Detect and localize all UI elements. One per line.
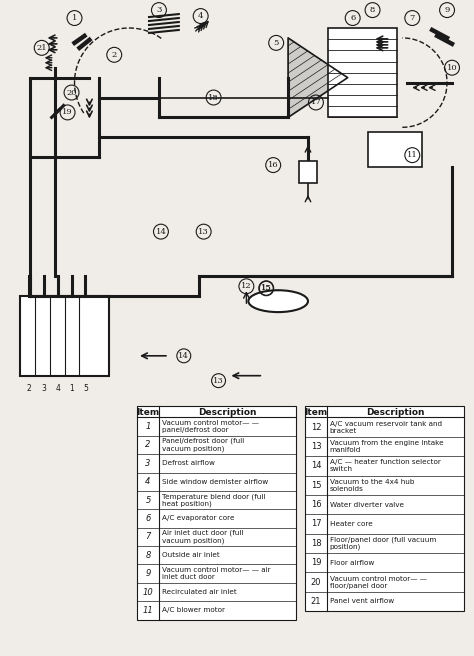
Text: 4: 4 — [146, 477, 151, 486]
Text: 10: 10 — [447, 64, 457, 72]
Text: 13: 13 — [213, 377, 224, 384]
Text: 21: 21 — [310, 597, 321, 606]
Bar — [328, 28, 397, 117]
Text: Vacuum from the engine intake
manifold: Vacuum from the engine intake manifold — [330, 440, 444, 453]
Text: 18: 18 — [310, 539, 321, 548]
Text: 6: 6 — [146, 514, 151, 523]
Text: 7: 7 — [146, 533, 151, 541]
Text: A/C blower motor: A/C blower motor — [162, 607, 225, 613]
Text: A/C vacuum reservoir tank and
bracket: A/C vacuum reservoir tank and bracket — [330, 420, 442, 434]
Text: A/C — heater function selector
switch: A/C — heater function selector switch — [330, 459, 441, 472]
Text: A/C evaporator core: A/C evaporator core — [162, 516, 235, 522]
Text: Vacuum to the 4x4 hub
solenoids: Vacuum to the 4x4 hub solenoids — [330, 479, 414, 492]
Text: Floor airflow: Floor airflow — [330, 560, 374, 565]
Text: 16: 16 — [310, 500, 321, 509]
Text: 13: 13 — [198, 228, 209, 236]
Text: 12: 12 — [241, 282, 252, 290]
Text: 13: 13 — [310, 442, 321, 451]
Text: 5: 5 — [146, 496, 151, 504]
Bar — [137, 406, 296, 619]
Text: Description: Description — [366, 408, 425, 417]
Text: 17: 17 — [310, 520, 321, 529]
Text: 14: 14 — [310, 461, 321, 470]
Text: 20: 20 — [66, 89, 77, 96]
Text: Panel vent airflow: Panel vent airflow — [330, 598, 394, 604]
Text: 11: 11 — [407, 151, 418, 159]
Text: 15: 15 — [261, 284, 272, 293]
Text: Panel/defrost door (full
vacuum position): Panel/defrost door (full vacuum position… — [162, 438, 244, 452]
Text: Vacuum control motor— — air
inlet duct door: Vacuum control motor— — air inlet duct d… — [162, 567, 271, 580]
Text: Description: Description — [198, 408, 257, 417]
Text: Air inlet duct door (full
vacuum position): Air inlet duct door (full vacuum positio… — [162, 530, 243, 544]
Text: 1: 1 — [146, 422, 151, 431]
Text: 8: 8 — [146, 551, 151, 560]
Text: Defrost airflow: Defrost airflow — [162, 461, 215, 466]
Text: 2: 2 — [111, 51, 117, 59]
Text: 9: 9 — [146, 569, 151, 578]
FancyBboxPatch shape — [20, 297, 109, 376]
Text: 5: 5 — [83, 384, 88, 393]
Bar — [367, 133, 422, 167]
Text: 3: 3 — [156, 6, 162, 14]
Text: 4: 4 — [198, 12, 203, 20]
Text: 1: 1 — [72, 14, 77, 22]
Text: Temperature blend door (full
heat position): Temperature blend door (full heat positi… — [162, 493, 265, 507]
Text: 9: 9 — [444, 6, 450, 14]
Text: 15: 15 — [261, 284, 272, 293]
Text: 14: 14 — [155, 228, 166, 236]
FancyBboxPatch shape — [299, 161, 317, 183]
Text: Vacuum control motor— —
floor/panel door: Vacuum control motor— — floor/panel door — [330, 575, 427, 588]
Text: Water diverter valve: Water diverter valve — [330, 502, 404, 508]
Text: 2: 2 — [146, 440, 151, 449]
Text: Recirculated air inlet: Recirculated air inlet — [162, 589, 237, 595]
Text: 5: 5 — [273, 39, 279, 47]
Text: 8: 8 — [370, 6, 375, 14]
Text: Item: Item — [137, 408, 160, 417]
Text: 2: 2 — [27, 384, 31, 393]
Text: 7: 7 — [410, 14, 415, 22]
Text: 14: 14 — [178, 352, 189, 360]
Text: 19: 19 — [310, 558, 321, 567]
Text: 4: 4 — [55, 384, 60, 393]
Text: 1: 1 — [69, 384, 74, 393]
Text: 12: 12 — [310, 422, 321, 432]
Text: 3: 3 — [146, 459, 151, 468]
Text: Item: Item — [304, 408, 328, 417]
Text: 17: 17 — [310, 98, 321, 106]
Text: Heater core: Heater core — [330, 521, 373, 527]
Ellipse shape — [248, 290, 308, 312]
Polygon shape — [288, 38, 348, 117]
Text: 19: 19 — [62, 108, 73, 116]
Text: Side window demister airflow: Side window demister airflow — [162, 479, 268, 485]
Text: 16: 16 — [268, 161, 279, 169]
Text: 18: 18 — [208, 94, 219, 102]
Text: Vacuum control motor— —
panel/defrost door: Vacuum control motor— — panel/defrost do… — [162, 420, 259, 433]
Text: Outside air inlet: Outside air inlet — [162, 552, 219, 558]
Text: 20: 20 — [310, 577, 321, 586]
Text: 6: 6 — [350, 14, 356, 22]
Text: Floor/panel door (full vacuum
position): Floor/panel door (full vacuum position) — [330, 537, 436, 550]
Text: 3: 3 — [41, 384, 46, 393]
Text: 15: 15 — [310, 481, 321, 490]
Text: 21: 21 — [36, 44, 47, 52]
Text: 10: 10 — [143, 588, 154, 596]
Bar — [305, 406, 464, 611]
Text: 11: 11 — [143, 606, 154, 615]
